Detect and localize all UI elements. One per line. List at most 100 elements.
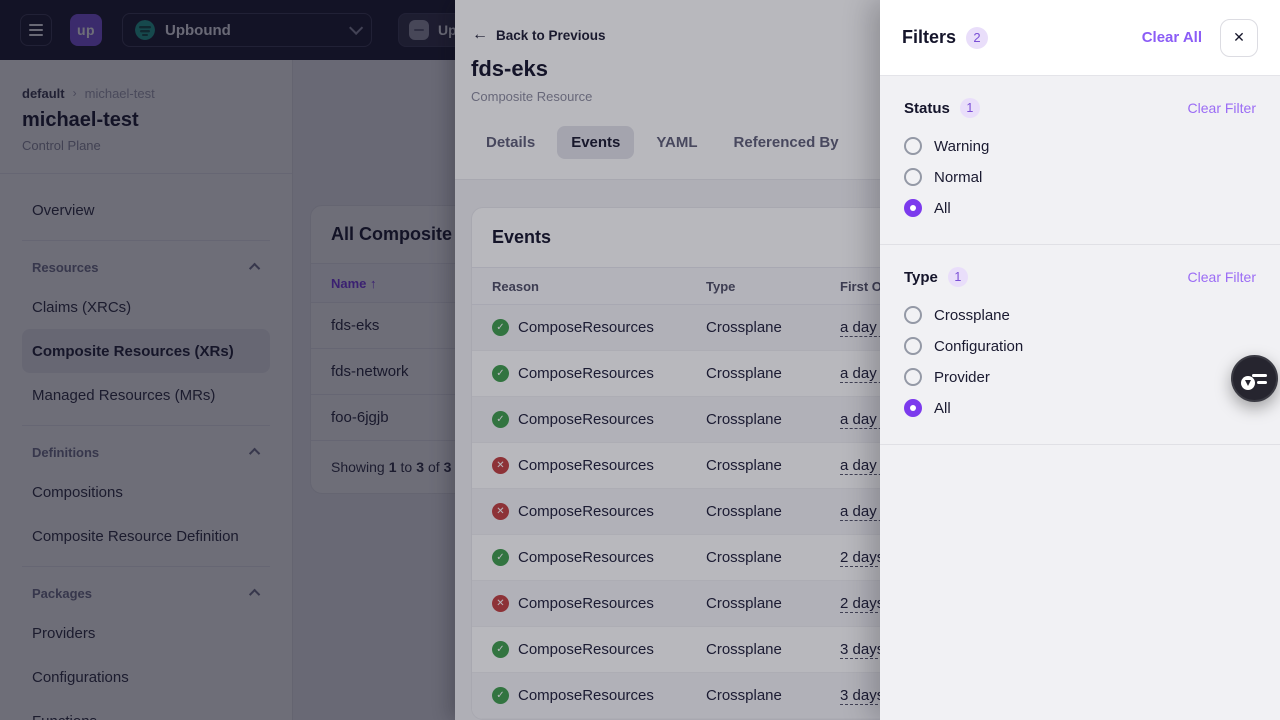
event-reason: ComposeResources bbox=[518, 365, 654, 382]
detail-tabs: Details Events YAML Referenced By bbox=[472, 126, 853, 159]
header-reason: Reason bbox=[492, 278, 539, 294]
funnel-icon bbox=[1245, 380, 1251, 386]
divider bbox=[22, 240, 270, 241]
sidebar-item-composite-resources[interactable]: Composite Resources (XRs) bbox=[22, 329, 270, 373]
error-icon: ✕ bbox=[492, 457, 509, 474]
radio-unchecked-icon[interactable] bbox=[904, 368, 922, 386]
radio-unchecked-icon[interactable] bbox=[904, 168, 922, 186]
back-to-previous-link[interactable]: ← Back to Previous bbox=[472, 27, 606, 43]
radio-option-all-status[interactable]: All bbox=[904, 196, 1256, 220]
success-icon: ✓ bbox=[492, 549, 509, 566]
tab-referenced-by[interactable]: Referenced By bbox=[733, 134, 839, 151]
filter-section-header: Type 1 Clear Filter bbox=[904, 267, 1256, 287]
sidebar-item-functions[interactable]: Functions bbox=[22, 699, 270, 720]
filter-fab-button[interactable] bbox=[1231, 355, 1278, 402]
hamburger-menu-button[interactable] bbox=[20, 14, 52, 46]
close-icon: ✕ bbox=[1233, 29, 1245, 45]
hamburger-icon bbox=[29, 24, 43, 26]
status-count-badge: 1 bbox=[959, 98, 980, 118]
clear-all-button[interactable]: Clear All bbox=[1141, 29, 1202, 46]
event-reason: ComposeResources bbox=[518, 641, 654, 658]
workspace-label: Upbound bbox=[165, 21, 231, 39]
tab-events[interactable]: Events bbox=[557, 126, 635, 159]
sidebar-item-configurations[interactable]: Configurations bbox=[32, 668, 129, 686]
breadcrumb-default[interactable]: default bbox=[22, 86, 65, 101]
workspace-icon bbox=[135, 20, 155, 40]
event-row[interactable]: ✕ ComposeResources Crossplane a day ago bbox=[472, 443, 1263, 489]
back-label: Back to Previous bbox=[496, 27, 606, 43]
event-reason: ComposeResources bbox=[518, 503, 654, 520]
sidebar-item-claims[interactable]: Claims (XRCs) bbox=[32, 298, 132, 316]
radio-option-all-type[interactable]: All bbox=[904, 396, 1256, 420]
control-plane-icon bbox=[409, 20, 429, 40]
group-label: Packages bbox=[32, 585, 92, 601]
sidebar: default › michael-test michael-test Cont… bbox=[0, 60, 293, 720]
control-plane-subtitle: Control Plane bbox=[22, 138, 101, 153]
filters-title: Filters bbox=[902, 27, 957, 47]
success-icon: ✓ bbox=[492, 687, 509, 704]
resource-kind: Composite Resource bbox=[471, 89, 593, 104]
column-name-sortable[interactable]: Name ↑ bbox=[331, 275, 377, 291]
radio-unchecked-icon[interactable] bbox=[904, 337, 922, 355]
group-label: Definitions bbox=[32, 444, 100, 460]
upbound-logo-text: up bbox=[76, 22, 96, 38]
sort-arrow-icon: ↑ bbox=[370, 275, 377, 291]
radio-checked-icon[interactable] bbox=[904, 399, 922, 417]
tab-yaml[interactable]: YAML bbox=[656, 134, 698, 151]
event-type: Crossplane bbox=[706, 595, 782, 612]
tab-details[interactable]: Details bbox=[486, 134, 536, 151]
upbound-logo[interactable]: up bbox=[70, 14, 102, 46]
sidebar-item-providers[interactable]: Providers bbox=[32, 624, 96, 642]
divider bbox=[22, 425, 270, 426]
event-type: Crossplane bbox=[706, 365, 782, 382]
status-section-label: Status bbox=[904, 99, 950, 117]
type-count-badge: 1 bbox=[947, 267, 968, 287]
success-icon: ✓ bbox=[492, 319, 509, 336]
group-label: Resources bbox=[32, 259, 99, 275]
event-type: Crossplane bbox=[706, 457, 782, 474]
radio-option-crossplane[interactable]: Crossplane bbox=[904, 303, 1256, 327]
event-type: Crossplane bbox=[706, 319, 782, 336]
radio-option-configuration[interactable]: Configuration bbox=[904, 334, 1256, 358]
sidebar-group-resources[interactable]: Resources bbox=[22, 249, 270, 285]
close-button[interactable]: ✕ bbox=[1220, 18, 1258, 57]
filter-section-header: Status 1 Clear Filter bbox=[904, 98, 1256, 118]
sidebar-group-definitions[interactable]: Definitions bbox=[22, 434, 270, 470]
event-type: Crossplane bbox=[706, 549, 782, 566]
sidebar-item-xrd[interactable]: Composite Resource Definition bbox=[32, 527, 239, 545]
breadcrumb: default › michael-test bbox=[22, 85, 270, 102]
event-type: Crossplane bbox=[706, 687, 782, 704]
radio-unchecked-icon[interactable] bbox=[904, 137, 922, 155]
radio-option-warning[interactable]: Warning bbox=[904, 134, 1256, 158]
workspace-select[interactable]: Upbound bbox=[122, 13, 372, 47]
clear-filter-type-button[interactable]: Clear Filter bbox=[1187, 269, 1256, 285]
sidebar-group-packages[interactable]: Packages bbox=[22, 575, 270, 611]
event-type: Crossplane bbox=[706, 503, 782, 520]
events-card-title: Events bbox=[492, 227, 552, 247]
header-type: Type bbox=[706, 278, 736, 294]
event-type: Crossplane bbox=[706, 411, 782, 428]
success-icon: ✓ bbox=[492, 365, 509, 382]
event-reason: ComposeResources bbox=[518, 411, 654, 428]
radio-checked-icon[interactable] bbox=[904, 199, 922, 217]
breadcrumb-chevron-icon: › bbox=[72, 85, 77, 100]
clear-filter-status-button[interactable]: Clear Filter bbox=[1187, 100, 1256, 116]
event-reason: ComposeResources bbox=[518, 595, 654, 612]
radio-unchecked-icon[interactable] bbox=[904, 306, 922, 324]
filters-count-badge: 2 bbox=[966, 26, 989, 49]
sidebar-item-overview[interactable]: Overview bbox=[32, 201, 95, 219]
filters-drawer: Filters 2 Clear All ✕ Status 1 Clear Fil… bbox=[880, 0, 1280, 720]
radio-option-provider[interactable]: Provider bbox=[904, 365, 1256, 389]
event-reason: ComposeResources bbox=[518, 457, 654, 474]
divider bbox=[22, 566, 270, 567]
sidebar-item-compositions[interactable]: Compositions bbox=[32, 483, 123, 501]
event-type: Crossplane bbox=[706, 641, 782, 658]
control-plane-title: michael-test bbox=[22, 109, 139, 131]
event-reason: ComposeResources bbox=[518, 319, 654, 336]
filter-section-type: Type 1 Clear Filter Crossplane Configura… bbox=[880, 245, 1280, 445]
sidebar-item-managed-resources[interactable]: Managed Resources (MRs) bbox=[32, 386, 216, 404]
resource-title: fds-eks bbox=[471, 56, 549, 81]
error-icon: ✕ bbox=[492, 503, 509, 520]
radio-option-normal[interactable]: Normal bbox=[904, 165, 1256, 189]
